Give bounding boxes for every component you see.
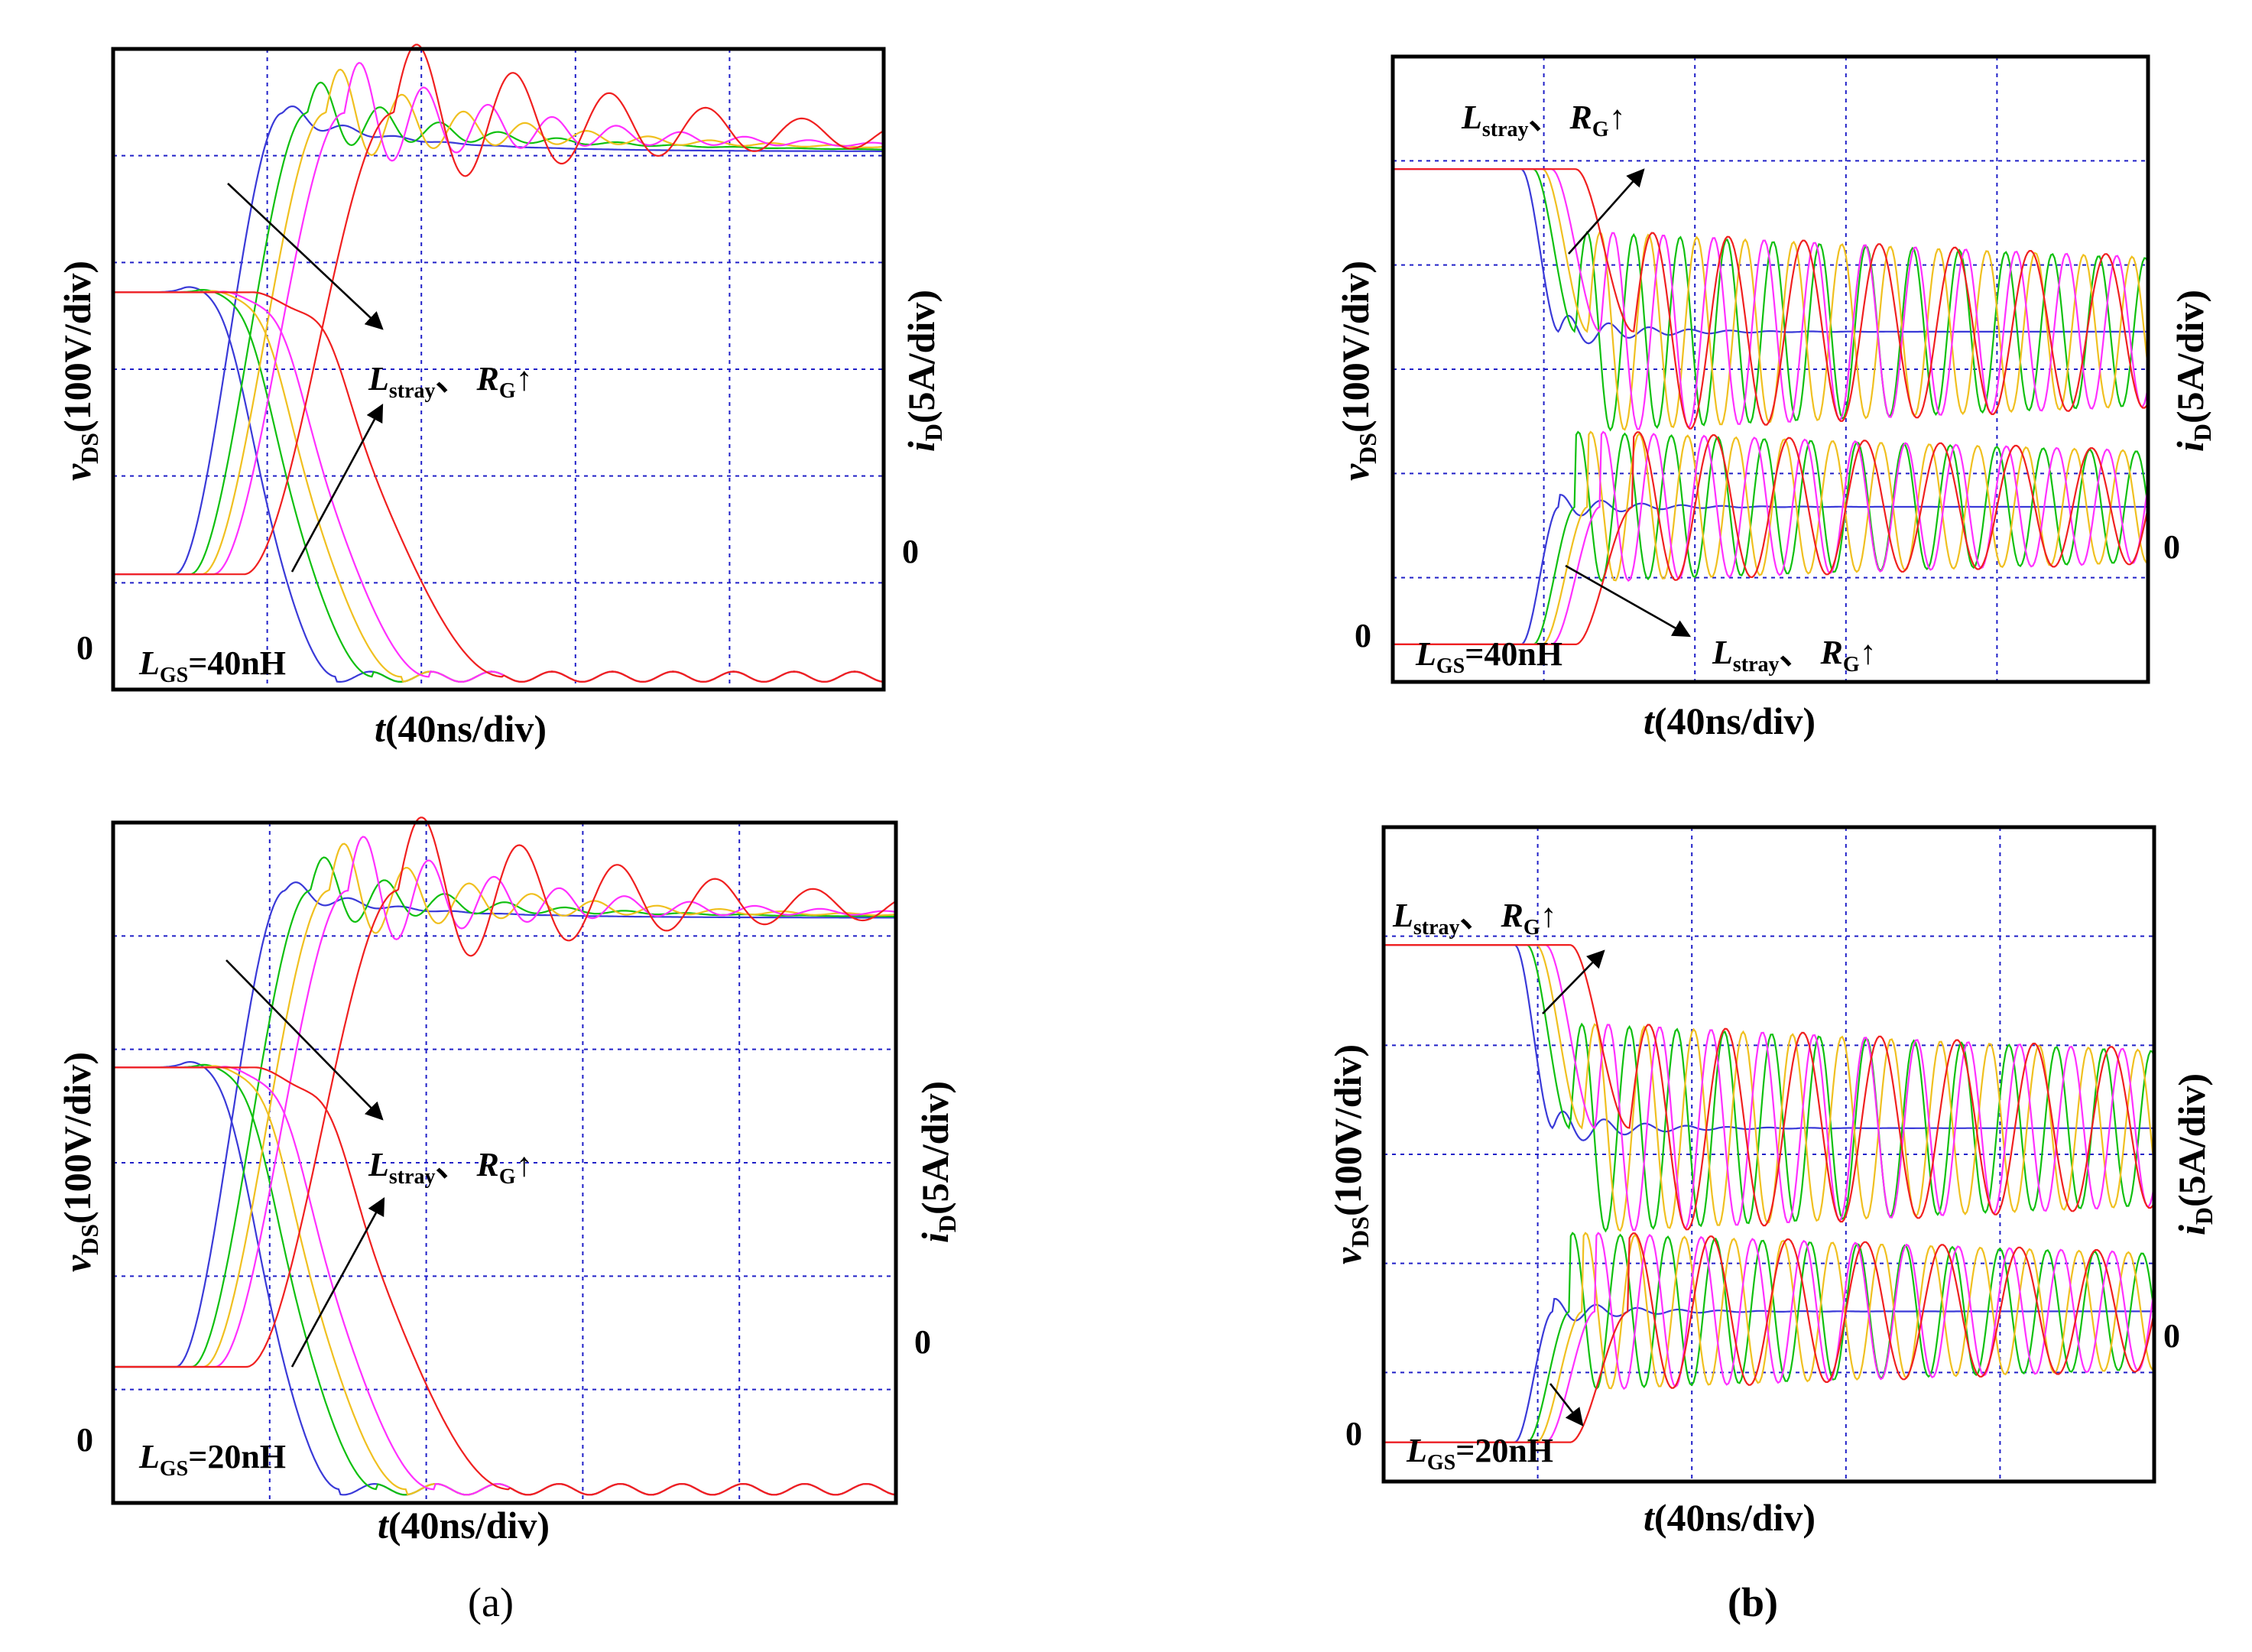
x-axis-label: t(40ns/div) — [1644, 699, 1816, 742]
arrow-down-right — [226, 959, 384, 1121]
trace-vds-red — [1393, 168, 2149, 430]
arrow-down-right — [1549, 1383, 1584, 1426]
y-axis-label-left: vDS(100V/div) — [56, 1052, 103, 1272]
param-label: LGS=20nH — [1406, 1432, 1553, 1475]
chart-b-top: Lstray、 RG↑ Lstray、 RG↑ LGS=40nH 0 0 t(40n… — [1334, 54, 2216, 742]
chart-b-bottom: Lstray、 RG↑ LGS=20nH 0 0 t(40ns/div) vDS(… — [1326, 825, 2218, 1539]
trace-vds-yellow — [113, 842, 897, 1368]
y-axis-label-right: iD(5A/div) — [900, 290, 947, 452]
chart-a-top: Lstray、 RG↑ LGS=40nH 0 0 t(40ns/div) vDS(… — [56, 44, 947, 750]
zero-left-label: 0 — [76, 629, 93, 667]
chart-a-bottom: Lstray、 RG↑ LGS=20nH 0 0 t(40ns/div) vDS(… — [56, 816, 961, 1547]
param-label: LGS=20nH — [138, 1438, 286, 1481]
trace-id-yellow — [113, 290, 884, 683]
plot-frame — [111, 47, 886, 692]
annotation: Lstray、 RG↑ — [368, 1146, 533, 1189]
y-axis-label-left: vDS(100V/div) — [56, 261, 103, 481]
trace-vds-magenta — [1393, 168, 2150, 430]
x-axis-label: t(40ns/div) — [375, 707, 547, 750]
annotation-bottom: Lstray、 RG↑ — [1712, 634, 1877, 677]
zero-right-label: 0 — [2163, 1317, 2180, 1355]
traces — [1393, 168, 2150, 645]
plot-frame — [1381, 825, 2156, 1484]
caption-a: (a) — [468, 1579, 514, 1625]
trace-vds-magenta — [113, 62, 884, 576]
arrow-up-right — [1542, 949, 1605, 1014]
trace-vds-green — [113, 81, 884, 576]
trace-vds-red — [113, 816, 897, 1368]
grid — [1384, 827, 2154, 1482]
trace-id-red — [1393, 431, 2150, 645]
y-axis-label-left: vDS(100V/div) — [1326, 1044, 1374, 1264]
grid — [1393, 57, 2148, 682]
plot-frame — [1390, 54, 2150, 684]
annotation: Lstray、 RG↑ — [1392, 897, 1557, 940]
trace-vds-red — [113, 44, 884, 576]
annotation-top: Lstray、 RG↑ — [1461, 99, 1626, 141]
arrow-up-right — [1568, 168, 1645, 255]
param-label: LGS=40nH — [138, 644, 286, 687]
annotation: Lstray、 RG↑ — [368, 360, 533, 403]
y-axis-label-left: vDS(100V/div) — [1334, 261, 1381, 481]
traces — [113, 816, 897, 1496]
zero-left-label: 0 — [76, 1421, 93, 1459]
traces — [113, 44, 884, 683]
trace-vds-magenta — [113, 836, 897, 1368]
arrow-up-right — [290, 403, 384, 573]
zero-right-label: 0 — [914, 1323, 931, 1361]
trace-vds-yellow — [113, 68, 884, 576]
y-axis-label-right: iD(5A/div) — [2170, 1073, 2218, 1235]
trace-id-magenta — [113, 290, 884, 683]
param-label: LGS=40nH — [1415, 635, 1562, 678]
arrow-up-right — [290, 1196, 385, 1368]
arrow-down-right — [227, 183, 384, 330]
zero-left-label: 0 — [1345, 1415, 1362, 1452]
caption-b: (b) — [1728, 1579, 1778, 1625]
zero-right-label: 0 — [902, 533, 919, 570]
trace-vds-red — [1384, 944, 2155, 1231]
arrow-down-right — [1565, 564, 1692, 638]
plot-frame — [111, 820, 898, 1505]
trace-vds-blue — [113, 881, 896, 1368]
x-axis-label: t(40ns/div) — [378, 1504, 550, 1547]
zero-right-label: 0 — [2163, 528, 2180, 566]
trace-id-red — [1384, 1232, 2156, 1443]
trace-id-red — [113, 1066, 897, 1496]
trace-vds-blue — [113, 105, 884, 576]
trace-vds-green — [113, 856, 896, 1368]
trace-id-red — [113, 291, 884, 683]
y-axis-label-right: iD(5A/div) — [913, 1081, 961, 1243]
grid — [113, 823, 896, 1503]
zero-left-label: 0 — [1355, 617, 1371, 654]
traces — [1384, 944, 2156, 1443]
x-axis-label: t(40ns/div) — [1644, 1496, 1816, 1539]
y-axis-label-right: iD(5A/div) — [2169, 290, 2216, 452]
trace-vds-magenta — [1384, 944, 2156, 1232]
